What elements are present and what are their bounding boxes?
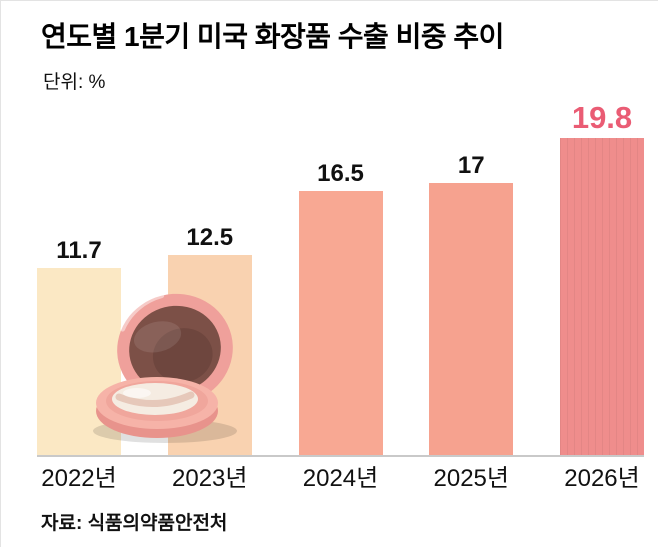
bar-column: 16.5 2024년 <box>298 101 383 501</box>
bar <box>298 191 383 455</box>
x-axis-line <box>37 455 644 457</box>
bar-value-label: 16.5 <box>317 160 364 187</box>
bar <box>37 267 121 455</box>
bar <box>560 138 644 455</box>
chart-title: 연도별 1분기 미국 화장품 수출 비중 추이 <box>41 21 504 52</box>
x-axis-label: 2023년 <box>172 465 248 492</box>
source-label: 자료: 식품의약품안전처 <box>41 513 228 534</box>
bar <box>429 183 514 455</box>
unit-label: 단위: % <box>43 72 106 93</box>
bar-column: 11.7 2022년 <box>37 101 121 501</box>
bar-column: 12.5 2023년 <box>167 101 252 501</box>
x-axis-label: 2026년 <box>564 465 640 492</box>
x-axis-label: 2024년 <box>302 465 379 492</box>
x-axis-label: 2022년 <box>41 465 117 492</box>
plot-area: 11.7 2022년 12.5 2023년 16.5 2024년 17 2025년 19.8 20… <box>37 101 644 501</box>
bar-value-label: 17 <box>457 152 485 179</box>
bar-column: 19.8 2026년 <box>560 101 644 501</box>
bar-column: 17 2025년 <box>429 101 514 501</box>
bar-value-label: 12.5 <box>186 224 234 251</box>
bar-value-label: 11.7 <box>56 236 102 264</box>
bar <box>167 255 252 455</box>
x-axis-label: 2025년 <box>433 465 509 492</box>
bar-value-label: 19.8 <box>571 100 633 136</box>
